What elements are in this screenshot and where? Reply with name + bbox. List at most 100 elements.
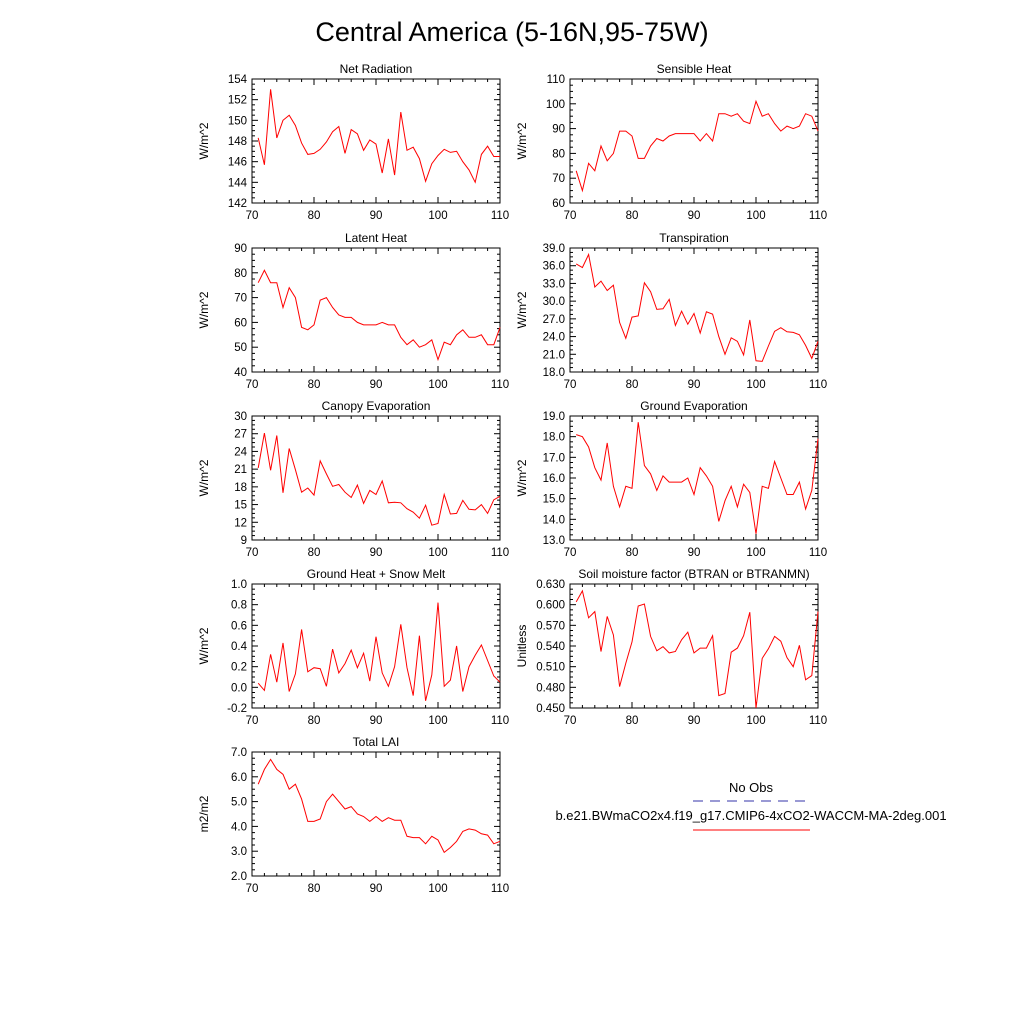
y-tick-label: 90: [234, 243, 247, 255]
y-tick-label: 36.0: [543, 261, 565, 273]
legend-model-label: b.e21.BWmaCO2x4.f19_g17.CMIP6-4xCO2-WACC…: [555, 808, 946, 823]
y-tick-label: 6.0: [231, 772, 247, 784]
y-tick-label: 0.570: [536, 620, 565, 632]
y-tick-label: 0.510: [536, 662, 565, 674]
model-series-line: [257, 89, 500, 184]
panels: Net Radiation W/m^2 70 80 90 100 110 142 144 146 1…: [197, 62, 827, 895]
x-tick-label: 70: [246, 883, 259, 895]
panel-title: Ground Heat + Snow Melt: [307, 567, 446, 581]
y-tick-label: 9: [241, 535, 247, 547]
y-tick-label: 80: [552, 148, 565, 160]
x-tick-label: 110: [491, 883, 509, 895]
x-tick-label: 90: [370, 210, 383, 222]
x-tick-label: 100: [428, 883, 447, 895]
model-series-line: [575, 99, 819, 193]
y-tick-label: 4.0: [231, 821, 247, 833]
model-series-line: [257, 758, 501, 854]
x-tick-label: 100: [428, 210, 447, 222]
model-series-line: [575, 252, 819, 362]
y-axis-label: W/m^2: [515, 459, 529, 496]
y-tick-label: 3.0: [231, 846, 247, 858]
panel-4: Transpiration W/m^2 70 80 90 100 110 18.0 21.0 24…: [515, 231, 827, 391]
panel-5: Canopy Evaporation W/m^2 70 80 90 100 110 9 12 15…: [197, 399, 509, 559]
y-tick-label: 5.0: [231, 797, 247, 809]
x-tick-label: 90: [688, 379, 701, 391]
panel-8: Soil moisture factor (BTRAN or BTRANMN) U…: [515, 567, 827, 727]
panel-title: Sensible Heat: [657, 62, 732, 76]
y-tick-label: 7.0: [231, 747, 247, 759]
x-tick-label: 80: [308, 715, 321, 727]
y-tick-label: 0.0: [231, 682, 247, 694]
y-tick-label: 100: [546, 99, 565, 111]
x-tick-label: 80: [626, 715, 639, 727]
panel-title: Total LAI: [353, 735, 400, 749]
x-tick-label: 110: [809, 210, 827, 222]
legend-obs-label: No Obs: [729, 780, 774, 795]
x-tick-label: 70: [564, 715, 577, 727]
x-tick-label: 80: [626, 210, 639, 222]
x-tick-label: 110: [491, 715, 509, 727]
model-series-line: [257, 433, 501, 526]
model-series-line: [257, 269, 501, 362]
y-tick-label: 60: [234, 317, 247, 329]
x-tick-label: 100: [746, 715, 765, 727]
y-axis-label: W/m^2: [197, 459, 211, 496]
y-axis-label: W/m^2: [197, 627, 211, 664]
x-tick-label: 70: [564, 210, 577, 222]
y-tick-label: 0.4: [231, 641, 248, 653]
panel-title: Latent Heat: [345, 231, 408, 245]
x-tick-label: 80: [626, 379, 639, 391]
y-tick-label: 0.6: [231, 620, 247, 632]
y-tick-label: 21.0: [543, 349, 565, 361]
y-tick-label: 12: [234, 517, 247, 529]
y-tick-label: 24: [234, 446, 247, 458]
x-tick-label: 80: [308, 883, 321, 895]
y-axis-label: W/m^2: [515, 291, 529, 328]
y-tick-label: 0.630: [536, 579, 565, 591]
y-tick-label: 150: [228, 115, 247, 127]
x-tick-label: 90: [370, 379, 383, 391]
y-tick-label: 18.0: [543, 367, 565, 379]
y-tick-label: 0.8: [231, 600, 247, 612]
x-tick-label: 90: [370, 883, 383, 895]
x-tick-label: 80: [308, 379, 321, 391]
y-tick-label: 0.480: [536, 682, 565, 694]
x-tick-label: 70: [564, 547, 577, 559]
y-tick-label: 80: [234, 268, 247, 280]
x-tick-label: 110: [809, 715, 827, 727]
y-tick-label: 1.0: [231, 579, 247, 591]
y-tick-label: 2.0: [231, 871, 247, 883]
x-tick-label: 100: [428, 715, 447, 727]
model-series-line: [257, 602, 501, 701]
y-tick-label: 18: [234, 482, 247, 494]
y-axis-label: m2/m2: [197, 795, 211, 832]
y-tick-label: 148: [228, 136, 247, 148]
y-tick-label: 24.0: [543, 332, 565, 344]
x-tick-label: 90: [370, 547, 383, 559]
panel-9: Total LAI m2/m2 70 80 90 100 110 2.0 3.0 4.0 5.0 6.…: [197, 735, 509, 895]
y-tick-label: 15.0: [543, 494, 565, 506]
x-tick-label: 90: [688, 210, 701, 222]
x-tick-label: 100: [746, 547, 765, 559]
y-tick-label: 0.600: [536, 600, 565, 612]
x-tick-label: 70: [246, 210, 259, 222]
panel-3: Latent Heat W/m^2 70 80 90 100 110 40 50 60 70 80 90: [197, 231, 509, 391]
x-tick-label: 110: [809, 547, 827, 559]
x-tick-label: 90: [370, 715, 383, 727]
panel-title: Transpiration: [659, 231, 729, 245]
y-tick-label: 110: [547, 74, 565, 86]
y-axis-label: W/m^2: [197, 122, 211, 159]
x-tick-label: 80: [626, 547, 639, 559]
y-tick-label: 0.2: [231, 662, 247, 674]
y-tick-label: 90: [552, 124, 565, 136]
legend: No Obs b.e21.BWmaCO2x4.f19_g17.CMIP6-4xC…: [555, 780, 947, 831]
y-tick-label: 146: [228, 157, 247, 169]
y-tick-label: 16.0: [543, 473, 565, 485]
y-tick-label: 0.450: [536, 703, 565, 715]
y-tick-label: 17.0: [543, 452, 565, 464]
y-tick-label: 142: [228, 198, 247, 210]
x-tick-label: 100: [428, 547, 447, 559]
x-tick-label: 100: [428, 379, 447, 391]
y-tick-label: 50: [234, 342, 247, 354]
x-tick-label: 110: [491, 210, 509, 222]
